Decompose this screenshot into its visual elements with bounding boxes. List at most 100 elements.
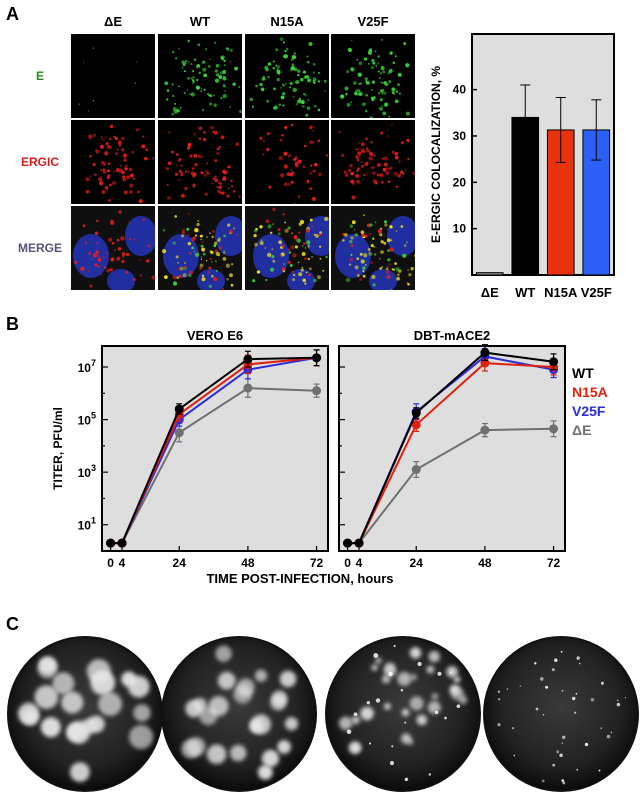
- puncta: [372, 283, 376, 287]
- puncta: [174, 102, 177, 105]
- puncta: [109, 137, 112, 141]
- puncta: [357, 151, 362, 156]
- puncta: [384, 102, 389, 107]
- puncta: [209, 257, 212, 260]
- puncta: [98, 255, 101, 258]
- puncta: [293, 52, 297, 55]
- puncta: [101, 161, 106, 166]
- row-label-e: E: [36, 69, 44, 83]
- puncta: [408, 273, 412, 277]
- puncta: [227, 223, 231, 227]
- puncta: [99, 181, 104, 186]
- puncta: [340, 94, 345, 99]
- puncta: [317, 72, 320, 74]
- puncta: [200, 258, 203, 260]
- puncta: [191, 237, 196, 242]
- puncta: [252, 279, 256, 283]
- puncta: [351, 220, 356, 225]
- puncta: [295, 102, 299, 106]
- puncta: [402, 253, 407, 258]
- background-haze: [71, 206, 155, 290]
- puncta: [303, 144, 307, 148]
- micrograph-r1-c1: [158, 120, 242, 204]
- puncta: [312, 130, 315, 132]
- puncta: [201, 108, 205, 112]
- puncta: [230, 49, 233, 52]
- y-tick-label: 101: [78, 516, 96, 533]
- series-WT: [106, 349, 322, 548]
- data-point: [411, 420, 421, 430]
- plaque-speck: [542, 714, 545, 716]
- micrograph-background: [331, 120, 415, 204]
- puncta: [181, 60, 185, 64]
- puncta: [378, 92, 381, 95]
- plaque: [257, 764, 273, 780]
- plaque-speck: [541, 779, 545, 783]
- puncta: [363, 214, 366, 217]
- puncta: [366, 149, 371, 153]
- puncta: [372, 96, 376, 100]
- puncta: [300, 100, 305, 105]
- puncta: [358, 141, 361, 144]
- puncta: [386, 265, 389, 268]
- puncta: [275, 48, 279, 52]
- puncta: [377, 229, 382, 234]
- puncta: [268, 185, 272, 189]
- plaque: [428, 650, 440, 663]
- col-header-v25f: V25F: [357, 14, 388, 29]
- plaque: [409, 647, 422, 659]
- puncta: [100, 169, 103, 172]
- puncta: [122, 255, 125, 258]
- puncta: [383, 156, 388, 161]
- puncta: [379, 98, 383, 102]
- x-tick-label: 72: [547, 556, 561, 570]
- puncta: [183, 91, 187, 95]
- row-label-merge: MERGE: [18, 241, 62, 255]
- puncta: [284, 49, 287, 53]
- puncta: [386, 274, 391, 280]
- puncta: [306, 60, 310, 64]
- puncta: [381, 105, 383, 107]
- puncta: [313, 71, 316, 74]
- puncta: [325, 255, 328, 259]
- plaque: [279, 670, 297, 688]
- puncta: [296, 238, 301, 243]
- titer-legend: WT N15A V25F ΔE: [572, 365, 608, 438]
- puncta: [309, 125, 313, 130]
- puncta: [357, 89, 361, 93]
- plaque: [34, 685, 59, 709]
- puncta: [208, 284, 213, 289]
- puncta: [182, 273, 187, 278]
- puncta: [350, 253, 353, 256]
- puncta: [373, 166, 376, 168]
- puncta: [175, 255, 179, 259]
- puncta: [287, 154, 292, 158]
- puncta: [142, 218, 145, 222]
- puncta: [281, 83, 285, 86]
- series-WT: [343, 344, 559, 548]
- puncta: [193, 133, 196, 136]
- plaque-speck: [545, 685, 549, 689]
- puncta: [283, 151, 288, 156]
- puncta: [195, 85, 200, 90]
- puncta: [395, 90, 399, 93]
- plaque-speck: [535, 707, 539, 711]
- plaque: [426, 665, 435, 674]
- plaque-dish-ΔE: ΔE: [483, 636, 639, 792]
- puncta: [277, 228, 281, 231]
- puncta: [414, 254, 415, 258]
- puncta: [283, 164, 288, 169]
- puncta: [205, 170, 207, 173]
- plaque-small: [373, 653, 379, 658]
- puncta: [267, 62, 272, 66]
- puncta: [368, 156, 373, 161]
- puncta: [311, 196, 317, 202]
- y-tick-label: 103: [78, 463, 96, 480]
- plaque-speck: [554, 658, 558, 662]
- puncta: [88, 134, 93, 139]
- plaque-speck: [513, 754, 516, 757]
- puncta: [225, 263, 230, 268]
- plaque-speck: [559, 753, 563, 757]
- plaque-small: [417, 661, 422, 667]
- puncta: [254, 229, 258, 233]
